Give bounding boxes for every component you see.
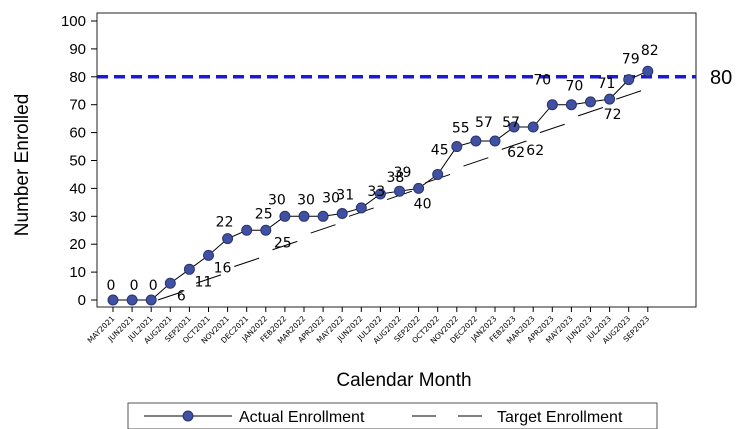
data-point [336, 208, 348, 220]
data-label: 82 [641, 43, 659, 59]
data-label: 0 [130, 278, 139, 294]
target-dash [463, 157, 489, 167]
data-point [164, 277, 176, 289]
target-dash [157, 291, 183, 301]
data-label: 40 [414, 196, 432, 212]
data-label: 79 [622, 52, 640, 68]
data-point [546, 99, 558, 111]
data-point [126, 294, 138, 306]
reference-line-label: 80 [710, 67, 732, 89]
data-label: 16 [214, 260, 232, 276]
data-point [413, 182, 425, 194]
target-dash [234, 257, 260, 267]
y-tick-label: 20 [69, 236, 86, 253]
data-label: 55 [452, 121, 470, 137]
data-point [604, 93, 616, 105]
data-point [183, 263, 195, 275]
data-label: 38 [386, 170, 404, 186]
y-tick-label: 70 [69, 97, 86, 114]
data-label: 22 [216, 215, 234, 231]
legend-frame [127, 402, 658, 429]
data-point [623, 74, 635, 86]
target-dash [501, 140, 527, 150]
data-point [508, 121, 520, 133]
target-dash [272, 240, 298, 251]
target-dash [310, 224, 336, 234]
data-point [585, 96, 596, 108]
legend-actual-marker [182, 410, 194, 422]
data-point [145, 294, 157, 306]
legend-actual-label: Actual Enrollment [239, 409, 365, 426]
data-label: 62 [507, 145, 525, 161]
data-label: 70 [533, 73, 551, 89]
data-point [451, 141, 463, 153]
data-point [241, 224, 253, 236]
data-label: 62 [526, 143, 544, 159]
legend-target-label: Target Enrollment [497, 409, 623, 426]
plot-area [96, 12, 697, 308]
data-point [279, 210, 291, 222]
data-label: 39 [394, 165, 412, 181]
data-label: 25 [274, 235, 292, 251]
data-label: 30 [268, 192, 286, 208]
y-tick-label: 60 [69, 125, 86, 142]
target-dash [195, 274, 222, 284]
data-point [317, 210, 329, 222]
data-point [642, 65, 654, 77]
data-point [203, 249, 214, 261]
data-label: 33 [367, 184, 385, 200]
y-tick-label: 30 [69, 208, 86, 225]
data-point [394, 185, 405, 197]
data-point [260, 224, 272, 236]
data-label: 30 [297, 192, 315, 208]
data-label: 72 [604, 107, 622, 123]
data-point [489, 135, 501, 147]
data-label: 57 [475, 115, 493, 131]
data-label: 25 [255, 206, 273, 222]
legend: Actual Enrollment Target Enrollment [127, 402, 658, 429]
target-enrollment-series [119, 90, 642, 301]
target-dash [577, 107, 604, 117]
data-point [565, 99, 577, 111]
reference-line-group: 80 [97, 67, 732, 89]
x-axis-title: Calendar Month [336, 370, 471, 391]
target-dash [616, 90, 642, 100]
y-axis: 0 10 20 30 40 50 60 70 80 90 100 [61, 13, 97, 309]
data-label: 6 [177, 288, 186, 304]
data-label: 0 [149, 278, 158, 294]
data-point [432, 168, 444, 180]
data-point [355, 202, 367, 214]
actual-enrollment-series [107, 65, 654, 306]
data-label: 57 [502, 115, 520, 131]
data-label: 0 [107, 278, 116, 294]
data-label: 45 [431, 142, 449, 158]
data-point [527, 121, 539, 133]
data-point [222, 233, 234, 245]
plot-frame [96, 12, 697, 308]
data-point [470, 135, 482, 147]
target-dash [539, 123, 565, 134]
y-tick-label: 10 [69, 264, 86, 281]
y-tick-label: 0 [78, 292, 86, 309]
data-label: 71 [598, 76, 616, 92]
data-label: 11 [194, 274, 212, 290]
data-point [298, 210, 310, 222]
y-tick-label: 80 [69, 69, 86, 86]
data-label: 31 [336, 188, 354, 204]
data-label: 70 [565, 79, 583, 95]
y-tick-label: 100 [61, 13, 86, 30]
x-axis: MAY2021JUN2021JUL2021AUG2021SEP2021OCT20… [86, 307, 651, 346]
y-axis-title: Number Enrolled [12, 94, 33, 237]
y-tick-label: 50 [69, 153, 86, 170]
data-point [107, 294, 119, 306]
data-point [374, 188, 386, 200]
y-tick-label: 40 [69, 180, 86, 197]
data-label: 30 [322, 190, 340, 206]
y-tick-label: 90 [69, 41, 86, 58]
